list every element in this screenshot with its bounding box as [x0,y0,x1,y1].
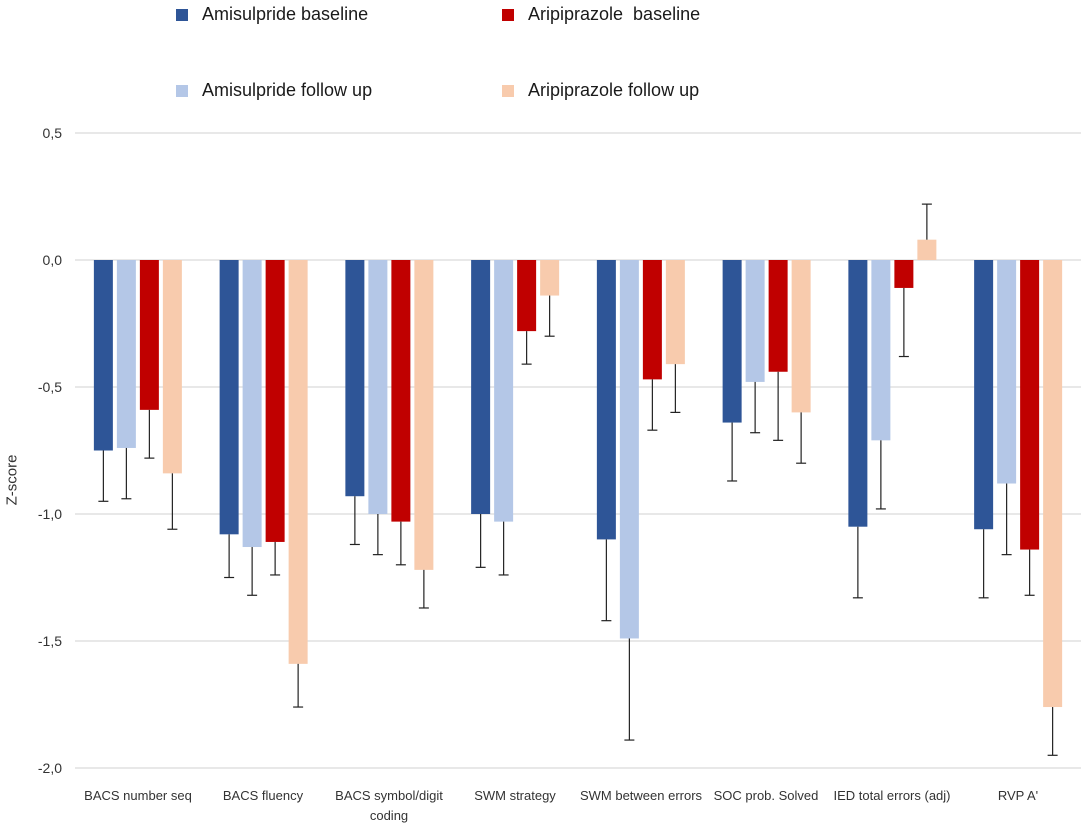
legend-label: Amisulpride baseline [202,4,369,24]
bar-amisulpride-follow-up-swm-strategy [494,260,514,522]
legend-item-aripiprazole-baseline: Aripiprazole baseline [502,4,700,25]
category-label-ied-total-errors: IED total errors (adj) [833,788,951,803]
category-label-bacs-symbol-digit-coding: BACS symbol/digit coding [335,788,443,823]
bar-aripiprazole-follow-up-soc-prob-solved [791,260,811,413]
bar-aripiprazole-baseline-swm-strategy [517,260,537,332]
bar-amisulpride-follow-up-bacs-fluency [242,260,262,548]
legend-label: Aripiprazole baseline [528,4,701,24]
bar-aripiprazole-baseline-swm-between-errors [642,260,662,380]
legend-label: Amisulpride follow up [202,80,373,100]
legend-swatch [176,8,188,21]
legend-label: Aripiprazole follow up [528,80,700,100]
legend-item-aripiprazole-follow-up: Aripiprazole follow up [502,80,699,101]
y-tick-label: -1,0 [38,506,62,522]
y-tick-label: 0,0 [43,252,63,268]
category-label-swm-strategy: SWM strategy [474,788,556,803]
bar-amisulpride-follow-up-swm-between-errors [619,260,639,639]
bar-amisulpride-baseline-bacs-fluency [219,260,239,535]
y-tick-label: 0,5 [43,125,63,141]
bar-aripiprazole-baseline-bacs-number-seq [139,260,159,410]
bar-amisulpride-baseline-soc-prob-solved [722,260,742,423]
y-tick-label: -0,5 [38,379,62,395]
bar-aripiprazole-baseline-soc-prob-solved [768,260,788,372]
error-bars [98,203,1058,756]
bar-aripiprazole-baseline-ied-total-errors-adj [894,260,914,288]
category-label-swm-between-errors: SWM between errors [579,788,703,803]
bar-amisulpride-baseline-bacs-symbol-digit-coding [345,260,365,497]
bar-amisulpride-baseline-swm-strategy [471,260,491,514]
y-axis-label: Z-score [3,454,21,506]
legend-swatch [502,8,514,21]
category-label-soc-prob-solved: SOC prob. Solved [713,788,819,803]
legend-swatch [502,84,514,97]
bar-amisulpride-follow-up-soc-prob-solved [745,260,765,382]
bars [93,239,1063,708]
bar-amisulpride-baseline-bacs-number-seq [93,260,113,451]
bar-aripiprazole-follow-up-swm-strategy [540,260,560,296]
bar-amisulpride-baseline-rvp-a [974,260,994,530]
bar-aripiprazole-baseline-bacs-symbol-digit-coding [391,260,411,522]
bar-aripiprazole-follow-up-rvp-a [1043,260,1063,708]
bar-amisulpride-baseline-swm-between-errors [596,260,616,540]
bar-aripiprazole-follow-up-ied-total-errors-adj [917,239,937,260]
category-label-rvp-a: RVP A' [997,788,1039,803]
legend-item-amisulpride-follow-up: Amisulpride follow up [176,80,372,101]
y-axis-label-container: Z-score [0,455,24,506]
bar-aripiprazole-follow-up-bacs-fluency [288,260,308,664]
bar-amisulpride-baseline-ied-total-errors-adj [848,260,868,527]
bar-aripiprazole-baseline-bacs-fluency [265,260,285,542]
bar-amisulpride-follow-up-bacs-number-seq [116,260,136,448]
bar-aripiprazole-follow-up-bacs-number-seq [162,260,182,474]
legend-swatch [176,84,188,97]
bar-aripiprazole-follow-up-swm-between-errors [665,260,685,365]
bar-amisulpride-follow-up-bacs-symbol-digit-coding [368,260,388,514]
bar-amisulpride-follow-up-rvp-a [997,260,1017,484]
bar-amisulpride-follow-up-ied-total-errors-adj [871,260,891,441]
legend-item-amisulpride-baseline: Amisulpride baseline [176,4,368,25]
bar-aripiprazole-follow-up-bacs-symbol-digit-coding [414,260,434,570]
y-tick-labels: 0,5 0,0 -0,5 -1,0 -1,5 -2,0 [38,125,62,776]
bar-aripiprazole-baseline-rvp-a [1020,260,1040,550]
y-tick-label: -2,0 [38,760,62,776]
y-tick-label: -1,5 [38,633,62,649]
category-label-bacs-fluency: BACS fluency [222,788,304,803]
category-label-bacs-number-seq: BACS number seq [84,788,192,803]
